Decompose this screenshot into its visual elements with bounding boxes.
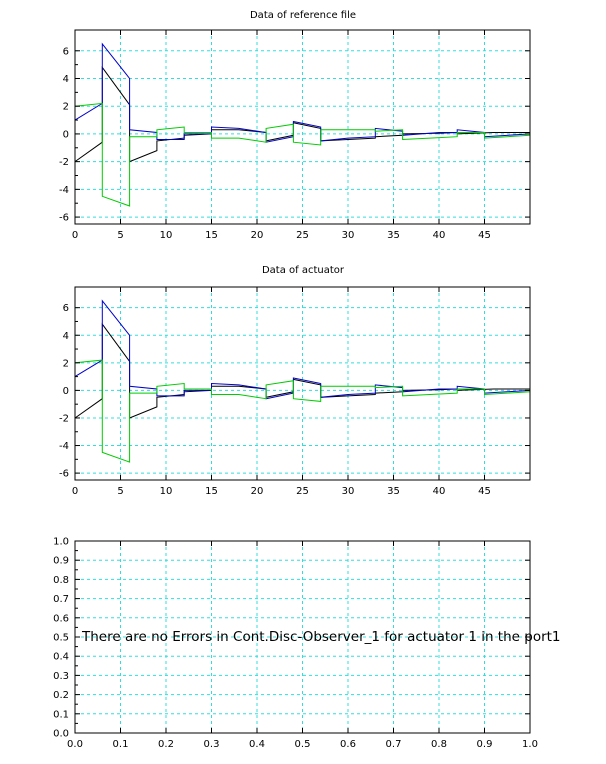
x-tick-label: 0.1	[113, 739, 129, 750]
y-tick-label: 4	[63, 331, 69, 342]
x-tick-label: 20	[251, 486, 264, 497]
x-tick-label: 15	[205, 486, 218, 497]
x-tick-label: 25	[296, 486, 309, 497]
plot-title: Data of actuator	[262, 265, 345, 276]
y-tick-label: 2	[63, 102, 69, 113]
x-tick-label: 0.9	[477, 739, 493, 750]
plot-errors: 0.0 0.1 0.2 0.3 0.4 0.5 0.6 0.7 0.8 0.9 1.0 0.0 0.1 0…	[53, 537, 560, 751]
x-tick-label: 0.2	[158, 739, 174, 750]
x-tick-label: 20	[251, 230, 264, 241]
plot-actuator: Data of actuator 0 5 10 15 20 25 30 35 40 45-6-4-…	[59, 265, 531, 497]
y-tick-label: 0.3	[53, 671, 69, 682]
y-tick-label: -4	[59, 441, 69, 452]
x-tick-label: 1.0	[522, 739, 538, 750]
y-tick-label: -2	[59, 157, 69, 168]
y-tick-label: 0.8	[53, 575, 69, 586]
x-tick-label: 0.8	[431, 739, 447, 750]
y-tick-label: 0.4	[53, 652, 69, 663]
y-tick-label: 0.2	[53, 690, 69, 701]
x-tick-label: 0.4	[249, 739, 265, 750]
y-tick-label: -4	[59, 185, 69, 196]
y-tick-label: 0.7	[53, 594, 69, 605]
x-tick-label: 45	[478, 486, 491, 497]
plot-reference-file: Data of reference file 0 5 10 15 20 25 30 35 40 4…	[59, 10, 531, 241]
y-tick-label: -6	[59, 469, 69, 480]
y-tick-label: 6	[63, 46, 69, 57]
series-line-3	[74, 359, 531, 463]
x-tick-label: 0.0	[67, 739, 83, 750]
x-tick-label: 30	[342, 230, 355, 241]
x-tick-label: 35	[387, 486, 400, 497]
y-tick-label: 2	[63, 358, 69, 369]
y-tick-label: 1.0	[53, 537, 69, 548]
y-tick-label: 0.1	[53, 709, 69, 720]
y-tick-label: 0.0	[53, 729, 69, 740]
x-tick-label: 45	[478, 230, 491, 241]
x-tick-label: 0.3	[204, 739, 220, 750]
x-tick-label: 40	[433, 230, 446, 241]
x-tick-label: 0.6	[340, 739, 356, 750]
x-tick-label: 10	[160, 486, 173, 497]
y-tick-label: 6	[63, 303, 69, 314]
x-tick-label: 5	[117, 230, 123, 241]
series-line-3	[74, 102, 531, 207]
x-tick-label: 30	[342, 486, 355, 497]
x-tick-label: 35	[387, 230, 400, 241]
x-tick-label: 40	[433, 486, 446, 497]
y-tick-label: 0	[63, 386, 69, 397]
y-tick-label: 0.6	[53, 613, 69, 624]
y-tick-label: 0	[63, 129, 69, 140]
y-tick-label: -6	[59, 213, 69, 224]
x-tick-label: 5	[117, 486, 123, 497]
x-tick-label: 25	[296, 230, 309, 241]
no-errors-message: There are no Errors in Cont.Disc-Observe…	[81, 629, 561, 645]
x-tick-label: 15	[205, 230, 218, 241]
x-tick-label: 0	[72, 230, 78, 241]
x-tick-label: 0.7	[386, 739, 402, 750]
x-tick-label: 0	[72, 486, 78, 497]
y-tick-label: 4	[63, 74, 69, 85]
y-tick-label: 0.5	[53, 633, 69, 644]
x-tick-label: 10	[160, 230, 173, 241]
y-tick-label: -2	[59, 413, 69, 424]
y-tick-label: 0.9	[53, 556, 69, 567]
plot-title: Data of reference file	[250, 10, 356, 21]
x-tick-label: 0.5	[295, 739, 311, 750]
